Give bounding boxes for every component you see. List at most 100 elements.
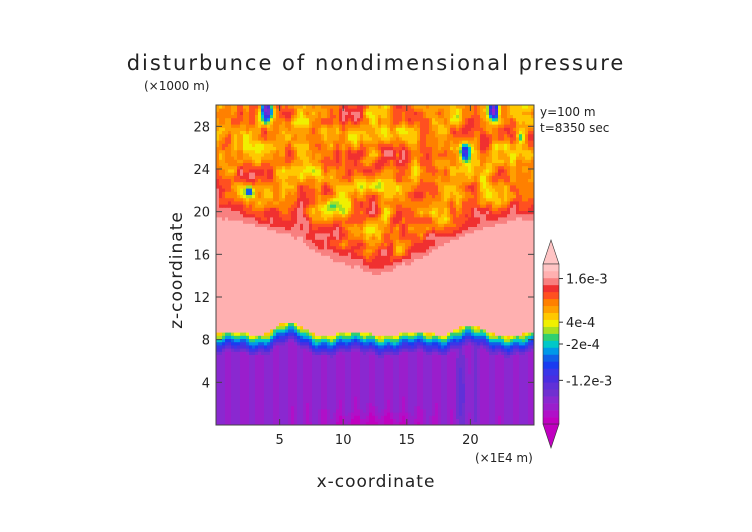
heatmap-cell: [240, 386, 244, 391]
heatmap-cell: [447, 338, 451, 343]
heatmap-cell: [354, 332, 358, 336]
heatmap-cell: [366, 284, 370, 288]
heatmap-cell: [483, 380, 487, 384]
heatmap-cell: [474, 361, 478, 365]
heatmap-cell: [423, 383, 427, 387]
heatmap-cell: [444, 402, 448, 407]
heatmap-cell: [480, 380, 484, 384]
heatmap-cell: [417, 367, 421, 371]
heatmap-cell: [372, 332, 376, 336]
heatmap-cell: [276, 293, 280, 298]
heatmap-cell: [276, 303, 280, 307]
heatmap-cell: [336, 373, 340, 378]
heatmap-cell: [333, 297, 337, 301]
heatmap-cell: [360, 274, 364, 279]
heatmap-cell: [405, 316, 409, 320]
heatmap-cell: [441, 319, 445, 323]
heatmap-cell: [234, 300, 238, 304]
heatmap-cell: [231, 277, 235, 282]
heatmap-cell: [471, 322, 475, 327]
heatmap-cell: [396, 383, 400, 387]
heatmap-cell: [342, 281, 346, 285]
heatmap-cell: [447, 332, 451, 336]
heatmap-cell: [381, 354, 385, 359]
heatmap-cell: [489, 309, 493, 314]
heatmap-cell: [438, 380, 442, 384]
heatmap-cell: [453, 345, 457, 349]
heatmap-cell: [363, 357, 367, 362]
heatmap-cell: [321, 287, 325, 291]
heatmap-cell: [492, 383, 496, 387]
heatmap-cell: [252, 341, 256, 346]
heatmap-cell: [456, 361, 460, 365]
heatmap-cell: [405, 325, 409, 330]
heatmap-cell: [318, 393, 322, 397]
heatmap-cell: [426, 293, 430, 298]
heatmap-cell: [306, 389, 310, 394]
heatmap-cell: [378, 367, 382, 371]
heatmap-cell: [393, 354, 397, 359]
heatmap-cell: [321, 329, 325, 333]
heatmap-cell: [492, 300, 496, 304]
heatmap-cell: [369, 412, 373, 416]
heatmap-cell: [303, 338, 307, 343]
heatmap-cell: [291, 364, 295, 368]
heatmap-cell: [483, 396, 487, 400]
heatmap-cell: [339, 322, 343, 327]
heatmap-cell: [462, 287, 466, 291]
heatmap-cell: [417, 373, 421, 378]
heatmap-cell: [447, 377, 451, 381]
heatmap-cell: [492, 370, 496, 375]
heatmap-cell: [456, 348, 460, 352]
heatmap-cell: [393, 274, 397, 279]
heatmap-cell: [282, 329, 286, 333]
heatmap-cell: [468, 421, 472, 425]
heatmap-cell: [411, 393, 415, 397]
heatmap-cell: [501, 412, 505, 416]
heatmap-cell: [219, 313, 223, 317]
heatmap-cell: [261, 309, 265, 314]
heatmap-cell: [246, 370, 250, 375]
heatmap-cell: [405, 402, 409, 407]
heatmap-cell: [237, 338, 241, 343]
heatmap-cell: [399, 290, 403, 295]
heatmap-cell: [408, 409, 412, 413]
heatmap-cell: [297, 325, 301, 330]
heatmap-cell: [318, 309, 322, 314]
heatmap-cell: [294, 316, 298, 320]
heatmap-cell: [366, 319, 370, 323]
heatmap-cell: [450, 389, 454, 394]
heatmap-cell: [237, 335, 241, 339]
heatmap-cell: [519, 399, 523, 403]
heatmap-cell: [324, 345, 328, 349]
heatmap-cell: [480, 351, 484, 355]
heatmap-cell: [312, 361, 316, 365]
heatmap-cell: [306, 373, 310, 378]
heatmap-cell: [378, 316, 382, 320]
heatmap-cell: [306, 277, 310, 282]
heatmap-cell: [390, 367, 394, 371]
heatmap-cell: [444, 313, 448, 317]
heatmap-cell: [267, 287, 271, 291]
heatmap-cell: [519, 405, 523, 410]
heatmap-cell: [294, 297, 298, 301]
heatmap-cell: [453, 412, 457, 416]
heatmap-cell: [351, 309, 355, 314]
heatmap-cell: [225, 386, 229, 391]
heatmap-cell: [531, 274, 534, 279]
heatmap-cell: [426, 393, 430, 397]
heatmap-cell: [285, 332, 289, 336]
heatmap-cell: [330, 361, 334, 365]
heatmap-cell: [345, 277, 349, 282]
heatmap-cell: [525, 338, 529, 343]
heatmap-cell: [498, 380, 502, 384]
heatmap-cell: [489, 300, 493, 304]
heatmap-cell: [510, 380, 514, 384]
heatmap-cell: [234, 386, 238, 391]
heatmap-cell: [231, 309, 235, 314]
heatmap-cell: [363, 377, 367, 381]
heatmap-cell: [489, 338, 493, 343]
heatmap-cell: [369, 399, 373, 403]
heatmap-cell: [300, 300, 304, 304]
heatmap-cell: [426, 386, 430, 391]
